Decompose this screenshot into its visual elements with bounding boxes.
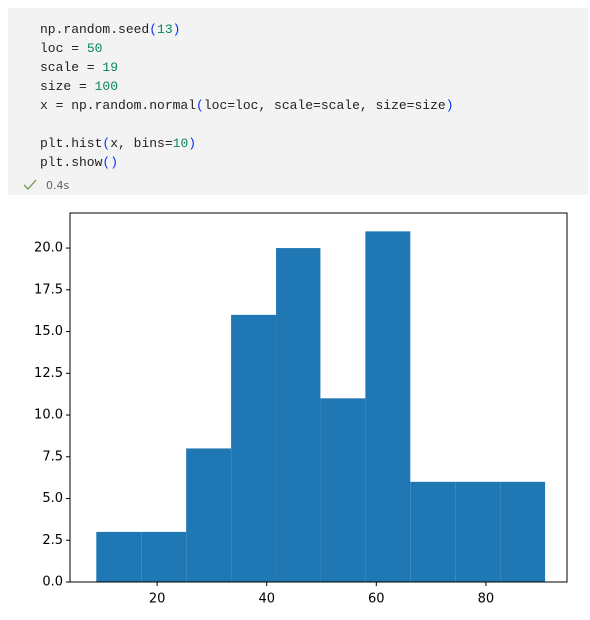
y-tick-label: 7.5: [42, 449, 63, 464]
y-tick-label: 5.0: [42, 491, 63, 506]
code-cell: [8, 8, 588, 195]
plot-frame: [69, 212, 568, 583]
code-line: plt.hist(x, bins=10): [40, 136, 196, 151]
x-tick-label: 20: [149, 592, 166, 607]
x-tick-label: 80: [478, 592, 495, 607]
y-tick-label: 2.5: [42, 533, 63, 548]
bar: [500, 481, 546, 582]
y-tick-label: 20.0: [34, 241, 63, 256]
y-tick-label: 0.0: [42, 575, 63, 590]
y-tick-label: 10.0: [34, 408, 63, 423]
bar: [320, 398, 366, 582]
bar: [365, 231, 411, 582]
x-tick-label: 60: [368, 592, 385, 607]
y-tick-label: 12.5: [34, 366, 63, 381]
bar: [231, 314, 277, 582]
code-line: size = 100: [40, 79, 118, 94]
bar: [276, 248, 321, 582]
y-tick-label: 17.5: [34, 282, 63, 297]
bar: [141, 531, 187, 582]
y-tick-label: 15.0: [34, 324, 63, 339]
code-line: x = np.random.normal(loc=loc, scale=scal…: [40, 98, 454, 113]
bar: [186, 448, 232, 582]
code-line: plt.show(): [40, 155, 118, 170]
x-tick-label: 40: [258, 592, 275, 607]
code-line: np.random.seed(13): [40, 22, 180, 37]
bar: [455, 481, 501, 582]
code-line: loc = 50: [40, 41, 102, 56]
code-line: scale = 19: [40, 60, 118, 75]
check-icon: [23, 179, 37, 190]
bar: [96, 531, 142, 582]
run-time: 0.4s: [46, 179, 69, 192]
bar: [410, 481, 456, 582]
